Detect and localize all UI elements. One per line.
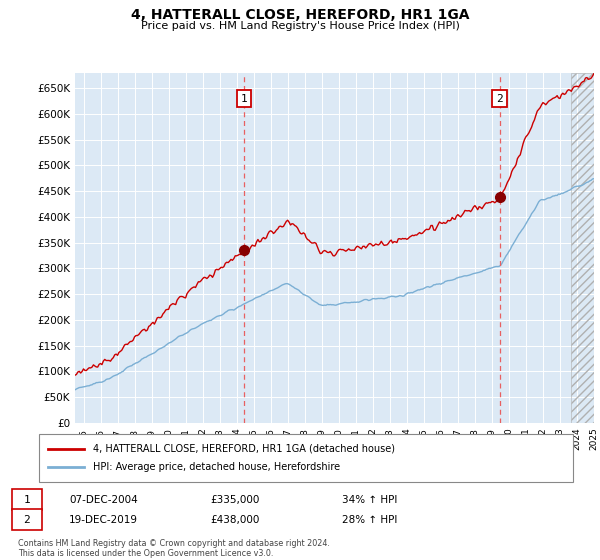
- Text: 4, HATTERALL CLOSE, HEREFORD, HR1 1GA: 4, HATTERALL CLOSE, HEREFORD, HR1 1GA: [131, 8, 469, 22]
- Text: 2: 2: [23, 515, 30, 525]
- Text: Price paid vs. HM Land Registry's House Price Index (HPI): Price paid vs. HM Land Registry's House …: [140, 21, 460, 31]
- Text: 19-DEC-2019: 19-DEC-2019: [69, 515, 138, 525]
- Text: 28% ↑ HPI: 28% ↑ HPI: [342, 515, 397, 525]
- Text: £438,000: £438,000: [210, 515, 259, 525]
- Text: Contains HM Land Registry data © Crown copyright and database right 2024.
This d: Contains HM Land Registry data © Crown c…: [18, 539, 330, 558]
- Text: £335,000: £335,000: [210, 494, 259, 505]
- Text: HPI: Average price, detached house, Herefordshire: HPI: Average price, detached house, Here…: [93, 462, 340, 472]
- Text: 2: 2: [496, 94, 503, 104]
- Text: 1: 1: [241, 94, 247, 104]
- Text: 07-DEC-2004: 07-DEC-2004: [69, 494, 138, 505]
- Text: 34% ↑ HPI: 34% ↑ HPI: [342, 494, 397, 505]
- Text: 4, HATTERALL CLOSE, HEREFORD, HR1 1GA (detached house): 4, HATTERALL CLOSE, HEREFORD, HR1 1GA (d…: [93, 444, 395, 454]
- Text: 1: 1: [23, 494, 30, 505]
